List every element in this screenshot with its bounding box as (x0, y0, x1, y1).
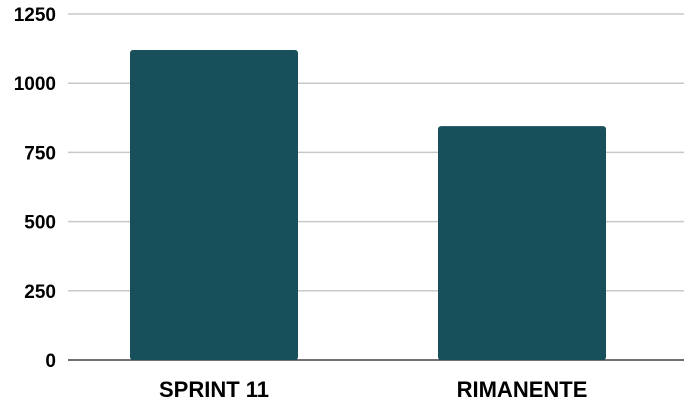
bars (130, 49, 606, 360)
bar-rimanente (438, 126, 606, 360)
x-category-label: RIMANENTE (457, 377, 588, 402)
y-tick-label: 1000 (14, 74, 56, 95)
x-category-label: SPRINT 11 (159, 377, 269, 402)
y-tick-label: 1250 (14, 5, 56, 26)
x-axis-category-labels: SPRINT 11 RIMANENTE (159, 377, 587, 402)
y-tick-label: 0 (45, 351, 56, 372)
y-tick-label: 500 (24, 213, 56, 234)
y-tick-label: 750 (24, 143, 56, 164)
y-tick-label: 250 (24, 282, 56, 303)
bar-sprint-11 (130, 49, 298, 360)
y-axis-tick-labels: 0 250 500 750 1000 1250 (14, 5, 56, 372)
